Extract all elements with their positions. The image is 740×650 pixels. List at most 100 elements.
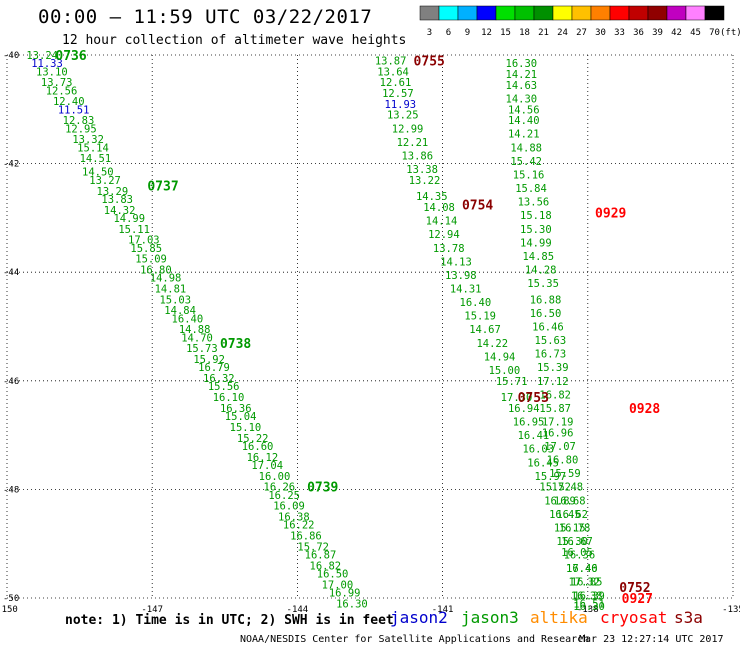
wave-height-label: 16.94 [508, 403, 540, 415]
wave-height-label: 15.11 [118, 224, 150, 236]
colorbar-tick-label: 30 [595, 28, 606, 38]
wave-height-label: 16.45 [527, 457, 559, 469]
wave-height-label: 13.56 [518, 197, 550, 209]
wave-height-label: 14.32 [104, 205, 136, 217]
wave-height-label: 17.19 [542, 417, 574, 429]
wave-height-label: 12.57 [382, 88, 414, 100]
colorbar-tick-label: 3 [427, 28, 432, 38]
wave-height-label: 16.96 [542, 427, 574, 439]
time-label: 0753 [518, 391, 549, 406]
wave-height-label: 16.30 [573, 601, 605, 613]
wave-height-label: 16.50 [317, 569, 349, 581]
wave-height-label: 13.87 [375, 55, 407, 67]
wave-height-label: 16.38 [278, 512, 310, 524]
footnote: note: 1) Time is in UTC; 2) SWH is in fe… [65, 613, 394, 628]
wave-height-label: 16.79 [198, 362, 230, 374]
wave-height-label: 16.22 [283, 520, 315, 532]
legend-jason2: jason2 [390, 608, 448, 627]
wave-height-label: 15.56 [208, 381, 240, 393]
wave-height-label: 16.73 [535, 349, 567, 361]
wave-height-label: 14.98 [150, 273, 182, 285]
wave-height-label: 15.97 [535, 471, 567, 483]
colorbar-tick-label: 42 [671, 28, 682, 38]
wave-height-label: 15.42 [510, 156, 542, 168]
wave-height-label: 17.12 [537, 376, 569, 388]
wave-height-label: 14.88 [179, 324, 211, 336]
wave-height-label: 16.10 [213, 392, 245, 404]
wave-height-label: 15.16 [513, 169, 545, 181]
wave-height-label: 15.63 [535, 335, 567, 347]
x-tick-label: -147 [141, 605, 163, 615]
colorbar-tick-label: 21 [538, 28, 549, 38]
colorbar-tick-label: 33 [614, 28, 625, 38]
legend-altika: altika [530, 608, 588, 627]
wave-height-label: 15.30 [556, 536, 588, 548]
wave-height-label: 15.22 [237, 433, 269, 445]
wave-height-label: 14.56 [508, 104, 540, 116]
wave-height-label: 14.30 [506, 93, 538, 105]
wave-height-label: 14.94 [484, 351, 516, 363]
wave-height-label: 13.98 [445, 270, 477, 282]
wave-height-label: 14.31 [450, 283, 482, 295]
wave-height-label: 14.08 [423, 202, 455, 214]
colorbar-tick-label: 18 [519, 28, 530, 38]
wave-height-label: 15.10 [230, 422, 262, 434]
wave-height-label: 16.78 [559, 522, 591, 534]
wave-height-label: 16.68 [554, 495, 586, 507]
wave-height-label: 13.25 [387, 110, 419, 122]
wave-height-label: 15.35 [527, 278, 559, 290]
wave-height-label: 14.22 [476, 338, 508, 350]
wave-height-label: 16.50 [530, 308, 562, 320]
legend-s3a: s3a [674, 608, 703, 627]
wave-height-label: 15.84 [515, 183, 547, 195]
wave-height-label: 16.40 [460, 297, 492, 309]
wave-height-label: 16.89 [544, 495, 576, 507]
wave-height-label: 16.41 [518, 430, 550, 442]
wave-height-label: 13.64 [377, 66, 409, 78]
wave-height-label: 15.92 [193, 354, 225, 366]
wave-height-label: 16.88 [530, 294, 562, 306]
colorbar-tick-label: 24 [557, 28, 568, 38]
colorbar-tick-label: 15 [500, 28, 511, 38]
wave-height-label: 14.28 [525, 264, 557, 276]
wave-height-label: 16.67 [561, 536, 593, 548]
wave-height-label: 17.48 [552, 482, 584, 494]
wave-height-label: 16.80 [547, 455, 579, 467]
wave-height-label: 14.35 [416, 191, 448, 203]
y-tick-label: -42 [3, 160, 19, 170]
colorbar-tick-label: 45 [690, 28, 701, 38]
wave-height-label: 15.18 [520, 210, 552, 222]
wave-height-label: 12.83 [63, 115, 95, 127]
wave-height-label: 16.99 [329, 588, 361, 600]
time-label: 0929 [595, 206, 626, 221]
y-tick-label: -50 [3, 594, 19, 604]
wave-height-label: 14.50 [82, 167, 114, 179]
colorbar-tick-label: 70 [709, 28, 720, 38]
wave-height-label: 16.12 [247, 452, 279, 464]
time-label: 0928 [629, 402, 660, 417]
wave-height-label: 14.70 [181, 332, 213, 344]
wave-height-label: 14.63 [506, 80, 538, 92]
wave-height-label: 16.05 [561, 547, 593, 559]
time-label: 0752 [619, 581, 650, 596]
colorbar-tick-label: 9 [465, 28, 470, 38]
colorbar-tick-label: 6 [446, 28, 451, 38]
chart-subtitle: 12 hour collection of altimeter wave hei… [62, 33, 407, 48]
wave-height-label: 17.30 [501, 392, 533, 404]
wave-height-label: 14.81 [155, 283, 187, 295]
wave-height-label: 15.03 [159, 294, 191, 306]
wave-height-label: 16.62 [556, 509, 588, 521]
wave-height-label: 16.60 [242, 441, 274, 453]
wave-height-label: 16.80 [140, 264, 172, 276]
wave-height-label: 12.95 [65, 123, 97, 135]
colorbar-tick-label: 27 [576, 28, 587, 38]
legend-jason3: jason3 [461, 608, 519, 627]
wave-height-label: 16.36 [564, 550, 596, 562]
wave-height-label: 16.46 [532, 322, 564, 334]
wave-height-label: 16.26 [264, 482, 296, 494]
wave-height-map: -150 -147 -144 -141 -138 -135 -40 -42 -44 -46 -48 -… [0, 49, 740, 615]
wave-height-label: 17.40 [566, 563, 598, 575]
wave-height-label: 15.85 [130, 243, 162, 255]
wave-height-label: 13.83 [101, 194, 133, 206]
wave-height-label: 16.40 [172, 313, 204, 325]
